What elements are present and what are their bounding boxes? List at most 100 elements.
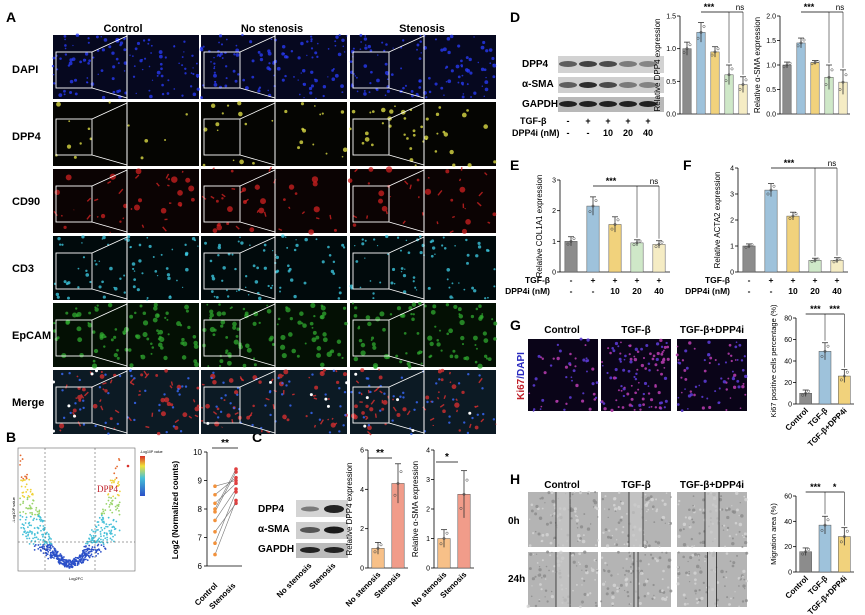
F-ytick-1: 1 [730,244,734,251]
paired-tick-2: 8 [198,505,203,514]
D-left-ytick-0: 0.0 [666,112,676,119]
d-dpp4i-mark-0: - [567,128,570,138]
E-treat-tgf: TGF-β [525,275,550,285]
C-right-ytick-4: 4 [426,448,430,455]
H-cat-0: Control [784,574,810,600]
h-row-24h: 24h [508,574,525,585]
d-tgf-mark-2: + [605,116,610,126]
paired-point-stenosis-4 [234,487,238,491]
d-tgf-mark-4: + [645,116,650,126]
D-right-ytick-4: 2.0 [766,14,776,21]
blot-c-lane-stenosis: Stenosis [307,561,337,591]
panel-a: Control No stenosis Stenosis DAPI DPP4 C… [12,23,498,436]
micrograph-grid [51,33,498,436]
D-left-bar-2 [710,51,720,115]
F-bar-2 [786,215,800,273]
paired-lines [213,467,238,557]
F-ytick-3: 3 [730,192,734,199]
D-right-bar-0 [782,64,792,115]
C-left-ytick-2: 4 [360,487,364,494]
paired-point-stenosis-1 [234,475,238,480]
migration-image-1-0 [526,550,599,609]
paired-tick-3: 9 [198,477,203,486]
D-left-ytick-2: 1.0 [666,46,676,53]
blot-c-label-dpp4: DPP4 [258,504,285,515]
micrograph-4-2 [350,301,498,369]
paired-point-stenosis-8 [234,467,238,471]
blot-c-label-gapdh: GAPDH [258,544,294,555]
H-sig-1: * [833,482,837,492]
d-treat-tgf: TGF-β [520,116,547,126]
E-tgf-1: + [591,275,596,285]
panel-letter-c: C [252,429,262,445]
F-tgf-0: - [748,275,751,285]
paired-point-control-1 [213,492,217,497]
micrograph-1-2 [349,102,497,168]
D-left-ytick-3: 1.5 [666,14,676,21]
G-ytick-1: 20 [784,380,792,387]
chart-g: 0 20 40 60 80 Ki67 positive cells percentage … [769,304,854,449]
micrograph-2-2 [347,166,497,234]
D-right-bar-2 [810,62,820,115]
F-treat-tgf: TGF-β [705,275,730,285]
E-dpp-1: - [592,286,595,296]
E-dpp-3: 20 [632,286,642,296]
migration-image-0-1 [601,491,672,549]
g-stain-dapi: /DAPI [516,352,527,379]
D-right-ytick-1: 0.5 [766,87,776,94]
F-tgf-2: + [791,275,796,285]
paired-point-control-5 [213,530,217,534]
panel-a-row-dapi: DAPI [12,64,38,76]
E-sig-1: ns [650,177,658,186]
panel-letter-e: E [510,157,519,173]
micrograph-3-0 [53,235,199,301]
panel-c-blot: DPP4 α-SMA GAPDH No stenosis Stenosis [258,500,348,599]
F-ylabel: Relative ACTA2 expression [713,172,722,269]
ki67-image-2 [675,339,748,412]
E-tgf-2: + [613,275,618,285]
micrograph-5-0 [51,369,200,436]
E-treat-dpp4i: DPP4i (nM) [505,286,550,296]
panel-letter-a: A [6,9,16,25]
d-dpp4i-mark-4: 40 [643,128,653,138]
E-bar-1 [586,205,600,273]
micrograph-3-2 [349,234,496,300]
volcano-y-axis: -Log10P value [11,496,16,523]
G-ylabel: Ki67 positive cells percentage (%) [769,304,778,417]
chart-f: 0 1 2 3 4 Relative ACTA2 expression TGF-βDPP4i… [685,158,848,296]
h-col-tgf: TGF-β [621,480,650,491]
d-dpp4i-mark-1: - [587,128,590,138]
blot-d-label-sma: α-SMA [522,79,554,90]
F-ytick-0: 0 [730,270,734,277]
E-tgf-0: - [570,275,573,285]
H-sig-0: *** [810,482,821,492]
D-right-ylabel: Relative α-SMA expression [753,17,762,113]
micrograph-2-0 [53,168,199,234]
panel-letters: A B C D E F G H [6,9,692,487]
H-ytick-0: 0 [788,570,792,577]
micrograph-5-2 [350,368,497,436]
D-left-ylabel: Relative DPP4 expression [653,19,662,112]
E-sig-0: *** [606,176,617,186]
C-right-ytick-0: 0 [426,566,430,573]
F-bar-1 [764,189,778,273]
paired-tick-4: 10 [193,448,202,457]
d-dpp4i-mark-2: 10 [603,128,613,138]
F-treat-dpp4i: DPP4i (nM) [685,286,730,296]
h-col-control: Control [544,480,580,491]
G-sig-1: *** [829,304,840,314]
chart-d-left: 0.0 0.5 1.0 1.5 Relative DPP4 expression *** n… [653,2,750,119]
paired-point-stenosis-0 [234,478,238,483]
micrograph-4-1 [201,302,348,368]
migration-image-1-2 [676,551,749,608]
volcano-legend-bar [140,456,145,496]
blot-d-label-dpp4: DPP4 [522,59,549,70]
D-left-sig-0: *** [704,2,715,12]
g-col-tgf: TGF-β [621,325,650,336]
micrograph-4-0 [53,302,200,369]
panel-a-row-cd3: CD3 [12,263,34,275]
micrograph-2-1 [201,166,347,235]
D-right-ytick-2: 1.0 [766,63,776,70]
D-right-sig-1: ns [836,3,844,12]
